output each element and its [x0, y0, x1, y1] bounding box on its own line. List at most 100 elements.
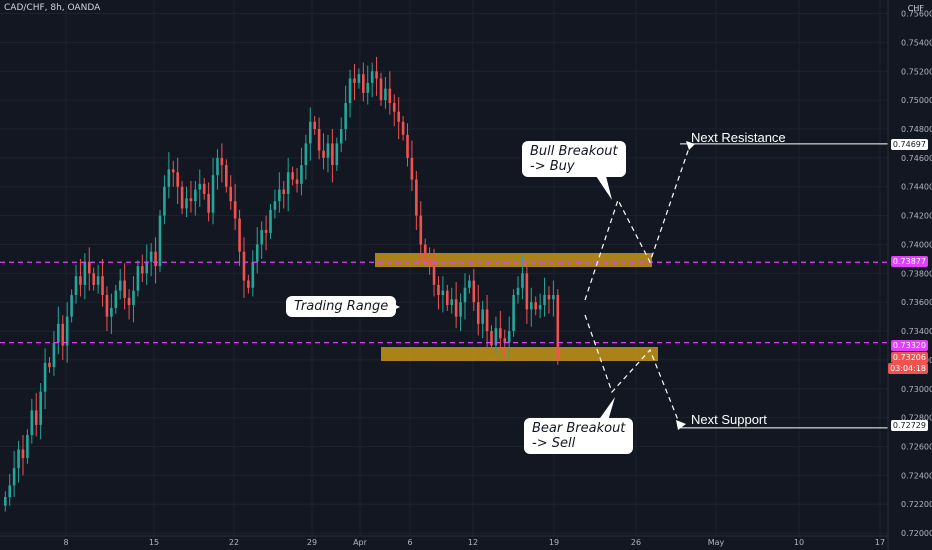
candle-body	[370, 71, 374, 83]
candle-body	[538, 305, 542, 310]
candle-body	[357, 74, 361, 83]
candle-body	[432, 266, 436, 285]
candle-body	[308, 121, 312, 144]
candle-body	[317, 129, 321, 151]
candle-body	[269, 209, 272, 233]
price-tick-label: 0.72800	[901, 414, 932, 423]
candle-body	[198, 183, 202, 190]
price-axis[interactable]: 0.75600 0.75400 0.75200 0.75000 0.74800 0.746…	[901, 10, 932, 539]
candle-body	[516, 287, 520, 295]
next-resistance-label: Next Resistance	[691, 130, 786, 145]
time-tick-label: Apr	[353, 538, 368, 547]
price-tick-label: 0.74000	[901, 240, 932, 249]
candle-body	[149, 251, 153, 262]
candle-body	[123, 280, 126, 298]
candle-body	[79, 276, 82, 285]
candle-body	[74, 276, 78, 295]
candle-body	[392, 103, 396, 112]
candle-body	[490, 331, 493, 346]
candle-body	[127, 297, 131, 306]
candle-body	[185, 198, 188, 209]
candle-body	[96, 276, 100, 285]
price-tick-label: 0.72400	[901, 471, 932, 480]
candle-body	[499, 328, 502, 339]
candle-body	[300, 165, 303, 184]
candle-body	[494, 328, 498, 346]
price-tick-label: 0.74400	[901, 183, 932, 192]
time-tick-label: 17	[875, 538, 885, 547]
bear-breakout-callout: Bear Breakout -> Sell	[524, 418, 634, 454]
candle-body	[326, 143, 330, 158]
candle-body	[229, 186, 233, 202]
candle-body	[34, 410, 38, 425]
candle-body	[468, 280, 471, 288]
candle-body	[4, 497, 7, 506]
candle-body	[194, 189, 197, 202]
range-bottom-price-tag: 0.73320	[890, 340, 928, 351]
candle-body	[110, 307, 113, 317]
candle-body	[476, 302, 480, 324]
resistance-price-tag: 0.74697	[890, 139, 928, 150]
candle-body	[141, 266, 144, 274]
candle-body	[114, 290, 118, 308]
candle-body	[534, 302, 537, 310]
candle-body	[348, 78, 352, 104]
support-zone	[381, 347, 658, 361]
time-axis[interactable]: 8 15 22 29 Apr 6 12 19 26 May 10 17	[63, 538, 885, 547]
price-tick-label: 0.75000	[901, 96, 932, 105]
time-tick-label: 22	[229, 538, 239, 547]
candle-body	[529, 302, 533, 310]
price-tick-label: 0.73000	[901, 385, 932, 394]
candle-body	[450, 299, 454, 306]
countdown-tag: 03:04:18	[888, 363, 928, 374]
time-tick-label: 15	[149, 538, 159, 547]
candle-body	[313, 121, 316, 130]
candle-body	[145, 261, 149, 274]
candle-body	[260, 230, 263, 245]
candle-body	[171, 169, 175, 173]
candle-body	[273, 201, 277, 210]
candle-body	[154, 251, 157, 267]
trading-range-callout: Trading Range	[286, 296, 397, 317]
candle-body	[543, 294, 546, 306]
candle-body	[419, 215, 423, 245]
candles	[4, 56, 560, 512]
price-tick-label: 0.75400	[901, 38, 932, 47]
candle-body	[525, 273, 529, 310]
candle-body	[397, 111, 400, 122]
bull-breakout-callout: Bull Breakout -> Buy	[522, 141, 626, 177]
drawings	[0, 141, 888, 430]
candle-body	[57, 323, 60, 343]
candle-body	[158, 215, 162, 267]
candle-body	[423, 244, 427, 259]
price-tick-label: 0.74200	[901, 212, 932, 221]
candle-body	[406, 134, 409, 158]
candle-body	[512, 294, 515, 332]
time-tick-label: 12	[468, 538, 478, 547]
price-tick-label: 0.75600	[901, 10, 932, 19]
candle-body	[388, 88, 392, 104]
candle-body	[353, 78, 356, 83]
candle-body	[163, 186, 166, 216]
candle-body	[379, 78, 383, 101]
price-tick-label: 0.72600	[901, 443, 932, 452]
candle-body	[65, 316, 69, 346]
candle-body	[335, 143, 339, 166]
symbol-header: CAD/CHF, 8h, OANDA	[4, 3, 101, 13]
candle-body	[503, 338, 507, 343]
candle-body	[441, 290, 445, 295]
candle-body	[304, 143, 308, 166]
candle-body	[521, 273, 524, 288]
candle-body	[251, 261, 255, 288]
candle-body	[180, 186, 184, 209]
candle-body	[295, 179, 299, 184]
candle-body	[556, 294, 560, 360]
price-tick-label: 0.73400	[901, 327, 932, 336]
candle-body	[225, 165, 228, 187]
time-tick-label: 6	[407, 538, 412, 547]
price-tick-label: 0.75200	[901, 67, 932, 76]
candle-body	[331, 143, 334, 166]
